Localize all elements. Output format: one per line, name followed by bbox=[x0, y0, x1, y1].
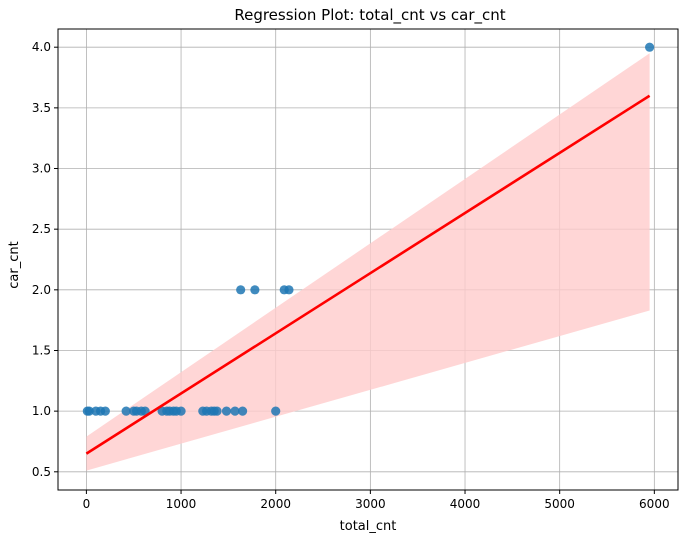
regression-line bbox=[85, 94, 651, 455]
x-tick-label: 2000 bbox=[260, 497, 291, 511]
confidence-band-layer bbox=[86, 53, 650, 471]
data-point bbox=[121, 406, 131, 416]
axes-frame bbox=[57, 28, 679, 491]
data-point bbox=[236, 285, 246, 295]
x-tick-label: 4000 bbox=[450, 497, 481, 511]
data-point bbox=[271, 406, 281, 416]
data-point bbox=[250, 285, 260, 295]
data-point bbox=[100, 406, 110, 416]
plot-frame bbox=[57, 28, 679, 491]
confidence-band bbox=[86, 53, 650, 471]
y-tick-label: 2.0 bbox=[32, 283, 51, 297]
data-point bbox=[645, 42, 655, 52]
y-tick-label: 1.5 bbox=[32, 343, 51, 357]
regression-line-layer bbox=[85, 94, 651, 455]
data-point bbox=[237, 406, 248, 416]
scatter-points bbox=[82, 42, 655, 416]
y-tick-label: 3.5 bbox=[32, 101, 51, 115]
x-tick-label: 6000 bbox=[639, 497, 670, 511]
data-point bbox=[176, 406, 186, 416]
y-tick-label: 4.0 bbox=[32, 40, 51, 54]
data-point bbox=[284, 285, 294, 295]
data-point bbox=[230, 406, 240, 416]
x-axis-ticks: 0 1000 2000 3000 4000 5000 6000 bbox=[83, 490, 670, 511]
data-point bbox=[84, 406, 94, 416]
chart-title: Regression Plot: total_cnt vs car_cnt bbox=[234, 6, 505, 25]
y-axis-ticks: 0.5 1.0 1.5 2.0 2.5 3.0 3.5 4.0 bbox=[32, 40, 58, 479]
x-axis-label: total_cnt bbox=[340, 519, 397, 534]
y-axis-label: car_cnt bbox=[7, 241, 22, 288]
y-tick-label: 2.5 bbox=[32, 222, 51, 236]
x-tick-label: 5000 bbox=[544, 497, 575, 511]
x-tick-label: 1000 bbox=[166, 497, 197, 511]
y-tick-label: 0.5 bbox=[32, 465, 51, 479]
data-point bbox=[221, 406, 232, 416]
x-tick-label: 0 bbox=[83, 497, 91, 511]
y-tick-label: 3.0 bbox=[32, 162, 51, 176]
data-point bbox=[212, 406, 222, 416]
x-tick-label: 3000 bbox=[355, 497, 386, 511]
y-tick-label: 1.0 bbox=[32, 404, 51, 418]
